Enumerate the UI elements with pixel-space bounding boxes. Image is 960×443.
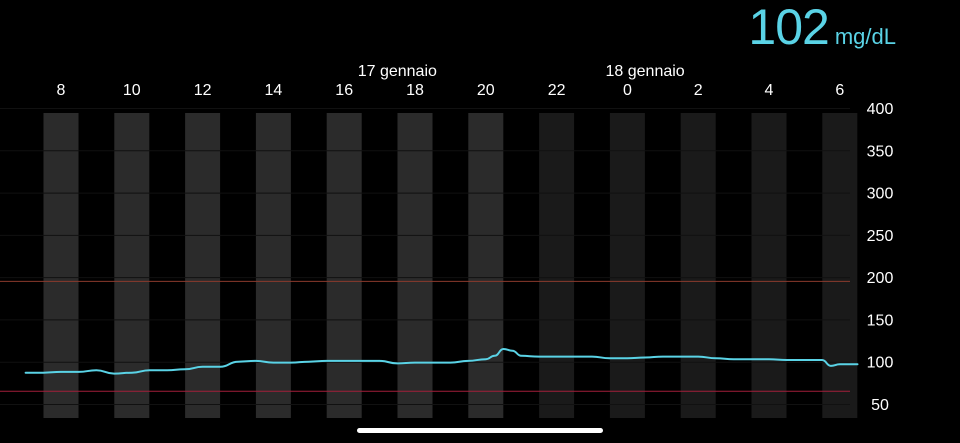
y-tick-label-0: 50 — [871, 397, 889, 414]
hour-band-0 — [43, 113, 79, 418]
date-label-0: 17 gennaio — [358, 63, 437, 80]
hour-band-8 — [609, 113, 645, 418]
x-tick-label-1: 10 — [123, 82, 141, 99]
y-tick-label-5: 300 — [867, 186, 894, 203]
x-tick-label-6: 20 — [477, 82, 495, 99]
y-tick-label-6: 350 — [867, 143, 894, 160]
x-tick-label-10: 4 — [765, 82, 774, 99]
hour-band-10 — [751, 113, 787, 418]
y-tick-label-1: 100 — [867, 355, 894, 372]
home-indicator[interactable] — [357, 428, 603, 433]
reading-unit: mg/dL — [834, 24, 896, 49]
hour-band-11 — [822, 113, 858, 418]
hour-band-4 — [326, 113, 362, 418]
x-tick-label-11: 6 — [835, 82, 844, 99]
current-reading: 102 mg/dL — [748, 2, 896, 52]
glucose-series-line-0 — [24, 348, 859, 375]
x-tick-label-4: 16 — [335, 82, 353, 99]
y-tick-label-4: 250 — [867, 228, 894, 245]
hour-band-1 — [114, 113, 150, 418]
hour-band-7 — [539, 113, 575, 418]
y-tick-label-2: 150 — [867, 312, 894, 329]
x-tick-label-5: 18 — [406, 82, 424, 99]
y-tick-label-7: 400 — [867, 101, 894, 118]
hour-band-3 — [255, 113, 291, 418]
x-tick-label-0: 8 — [57, 82, 66, 99]
x-tick-label-9: 2 — [694, 82, 703, 99]
hour-band-5 — [397, 113, 433, 418]
y-tick-label-3: 200 — [867, 270, 894, 287]
hour-band-6 — [468, 113, 504, 418]
x-tick-label-8: 0 — [623, 82, 632, 99]
date-label-1: 18 gennaio — [606, 63, 685, 80]
hour-band-2 — [185, 113, 221, 418]
x-tick-label-2: 12 — [194, 82, 212, 99]
x-tick-label-7: 22 — [548, 82, 566, 99]
x-tick-label-3: 14 — [265, 82, 283, 99]
hour-band-9 — [680, 113, 716, 418]
reading-value: 102 — [748, 0, 829, 55]
